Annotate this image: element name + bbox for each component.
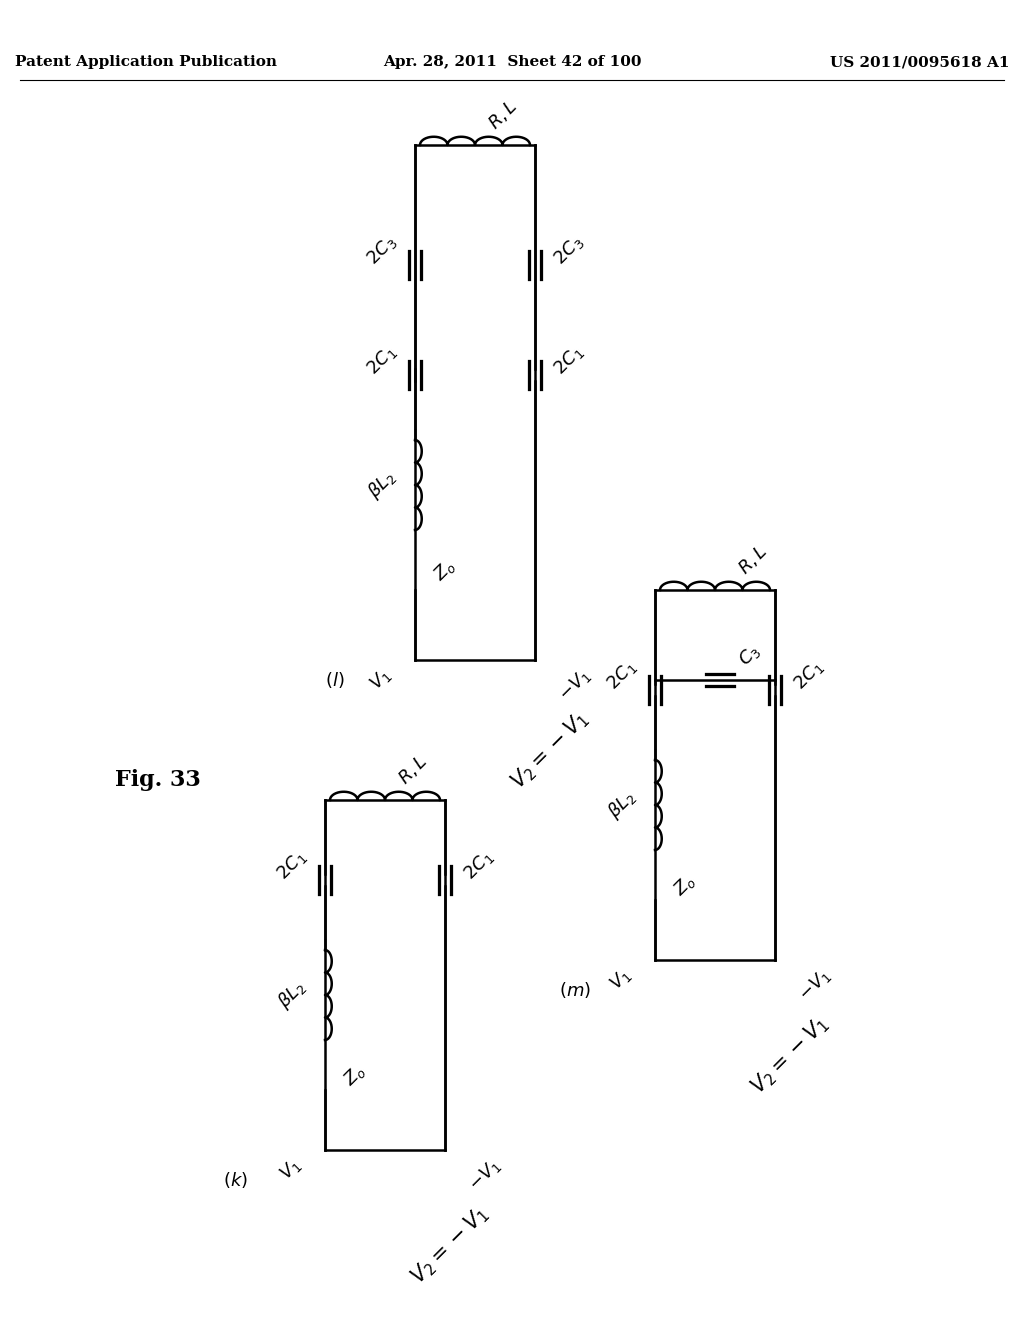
- Text: $(m)$: $(m)$: [559, 979, 591, 1001]
- Text: $C_3$: $C_3$: [735, 640, 764, 669]
- Text: $\beta L_2$: $\beta L_2$: [603, 787, 640, 824]
- Text: $-V_1$: $-V_1$: [465, 1155, 505, 1195]
- Text: $V_1$: $V_1$: [366, 665, 395, 694]
- Text: $\beta L_2$: $\beta L_2$: [273, 977, 310, 1014]
- Text: $2C_1$: $2C_1$: [790, 656, 827, 694]
- Text: $(k)$: $(k)$: [222, 1170, 248, 1191]
- Text: US 2011/0095618 A1: US 2011/0095618 A1: [830, 55, 1010, 69]
- Text: $R, L$: $R, L$: [395, 751, 431, 788]
- Text: $V_2 = -V_1$: $V_2 = -V_1$: [407, 1201, 494, 1288]
- Text: Patent Application Publication: Patent Application Publication: [15, 55, 278, 69]
- Text: Apr. 28, 2011  Sheet 42 of 100: Apr. 28, 2011 Sheet 42 of 100: [383, 55, 641, 69]
- Text: $V_1$: $V_1$: [275, 1155, 305, 1184]
- Text: $2C_3$: $2C_3$: [550, 231, 588, 269]
- Text: $2C_3$: $2C_3$: [362, 231, 400, 269]
- Text: $2C_1$: $2C_1$: [550, 342, 588, 379]
- Text: $R, L$: $R, L$: [485, 96, 521, 133]
- Text: $2C_1$: $2C_1$: [602, 656, 640, 694]
- Text: $\beta L_2$: $\beta L_2$: [364, 466, 400, 503]
- Text: $Z_o$: $Z_o$: [670, 870, 699, 900]
- Text: $V_1$: $V_1$: [606, 965, 635, 994]
- Text: $R, L$: $R, L$: [735, 541, 771, 578]
- Text: $-V_1$: $-V_1$: [795, 965, 835, 1005]
- Text: $2C_1$: $2C_1$: [460, 846, 498, 883]
- Text: $V_2 = -V_1$: $V_2 = -V_1$: [507, 706, 594, 793]
- Text: $(l)$: $(l)$: [326, 671, 345, 690]
- Text: $2C_1$: $2C_1$: [272, 846, 310, 883]
- Text: Fig. 33: Fig. 33: [115, 770, 201, 791]
- Text: $-V_1$: $-V_1$: [555, 665, 595, 705]
- Text: $Z_o$: $Z_o$: [430, 556, 460, 585]
- Text: $2C_1$: $2C_1$: [362, 342, 400, 379]
- Text: $V_2 = -V_1$: $V_2 = -V_1$: [746, 1011, 834, 1098]
- Text: $Z_o$: $Z_o$: [340, 1060, 370, 1090]
